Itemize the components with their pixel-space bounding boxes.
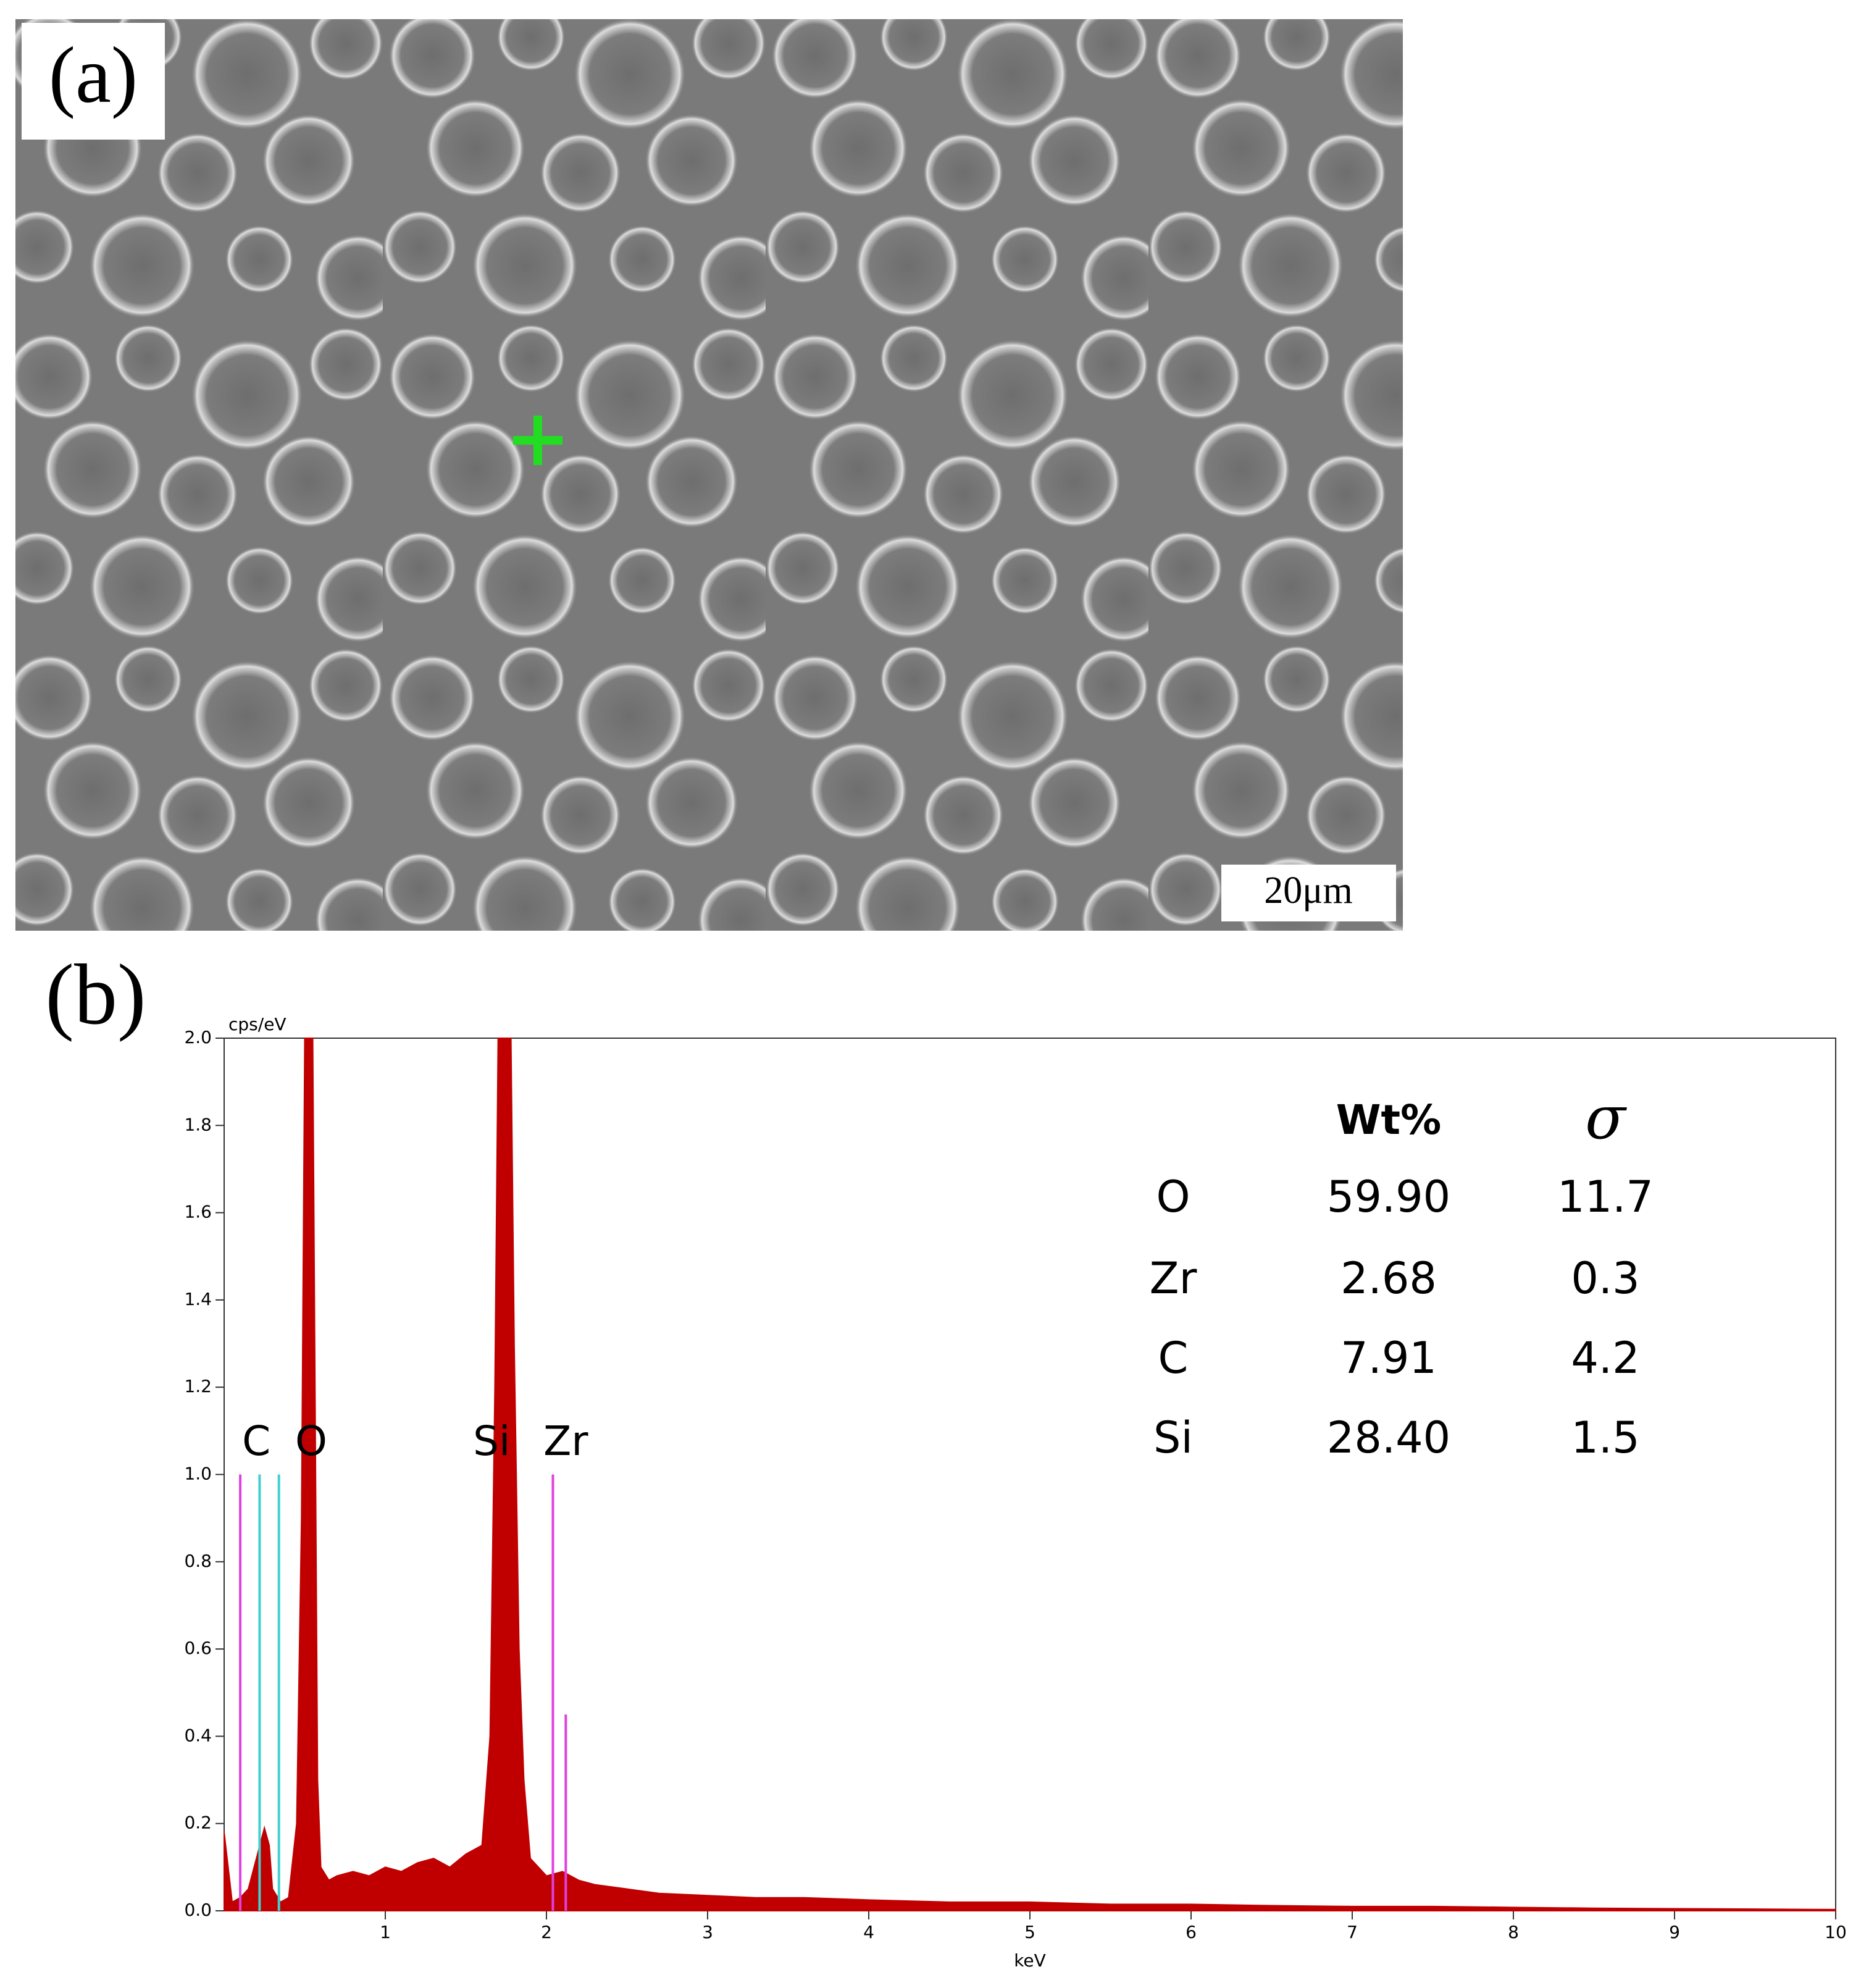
x-tick-label: 6	[1186, 1922, 1197, 1942]
x-axis-label: keV	[1014, 1950, 1046, 1971]
sem-image	[15, 19, 1403, 931]
y-tick-label: 1.4	[184, 1289, 212, 1309]
label-box	[22, 23, 165, 140]
y-tick-label: 0.2	[184, 1813, 212, 1833]
table-header: σ	[1585, 1083, 1627, 1152]
y-tick-label: 1.8	[184, 1114, 212, 1135]
table-cell: 28.40	[1327, 1412, 1450, 1463]
table-cell: C	[1158, 1333, 1189, 1383]
y-axis-label: cps/eV	[228, 1014, 286, 1034]
y-tick-label: 1.0	[184, 1464, 212, 1484]
table-cell: 7.91	[1340, 1333, 1437, 1383]
y-tick-label: 2.0	[184, 1027, 212, 1047]
scale-bar-box	[1221, 865, 1396, 921]
peak-label: O	[295, 1417, 327, 1465]
panel-label: (a)	[49, 31, 138, 120]
table-cell: 0.3	[1571, 1253, 1639, 1304]
x-tick-label: 5	[1024, 1922, 1035, 1942]
y-tick-label: 0.6	[184, 1638, 212, 1658]
table-cell: 1.5	[1571, 1412, 1639, 1463]
x-tick-label: 4	[863, 1922, 874, 1942]
x-tick-label: 8	[1508, 1922, 1519, 1942]
x-tick-label: 2	[541, 1922, 552, 1942]
y-tick-label: 1.6	[184, 1202, 212, 1222]
plot-area	[224, 1038, 1836, 1911]
spectrum	[224, 1038, 1836, 1911]
panel-label: (b)	[45, 947, 146, 1042]
table-cell: 11.7	[1557, 1172, 1654, 1222]
table-cell: 2.68	[1340, 1253, 1437, 1304]
table-header: Wt%	[1336, 1096, 1441, 1144]
peak-label: Zr	[543, 1417, 588, 1465]
peak-label: C	[242, 1417, 270, 1465]
y-tick-label: 1.2	[184, 1376, 212, 1396]
x-tick-label: 9	[1669, 1922, 1680, 1942]
x-tick-label: 10	[1825, 1922, 1847, 1942]
scale-bar: 20μm	[1264, 870, 1352, 912]
probe-marker	[513, 416, 562, 465]
y-tick-label: 0.8	[184, 1551, 212, 1571]
table-cell: O	[1156, 1172, 1190, 1222]
table-cell: Zr	[1150, 1253, 1197, 1304]
x-tick-label: 3	[702, 1922, 713, 1942]
table-cell: 4.2	[1571, 1333, 1639, 1383]
table-cell: Si	[1153, 1412, 1193, 1463]
peak-label: Si	[473, 1417, 510, 1465]
y-tick-label: 0.0	[184, 1900, 212, 1920]
y-tick-label: 0.4	[184, 1725, 212, 1745]
x-tick-label: 7	[1347, 1922, 1358, 1942]
table-cell: 59.90	[1327, 1172, 1450, 1222]
x-tick-label: 1	[380, 1922, 391, 1942]
